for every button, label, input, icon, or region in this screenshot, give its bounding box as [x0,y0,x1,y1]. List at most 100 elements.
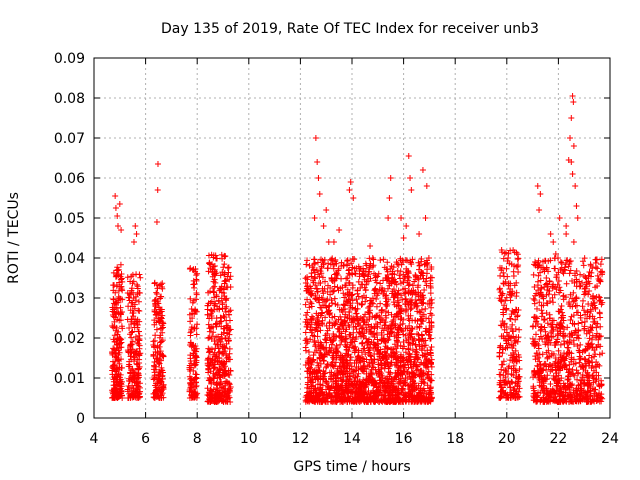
data-point [210,285,217,292]
data-point [114,365,121,372]
data-point [211,289,218,296]
data-point [350,256,357,263]
data-point [211,294,218,301]
data-point [418,318,425,325]
data-point [373,342,380,349]
data-point [393,393,400,400]
data-point [374,392,381,399]
data-point [324,288,331,295]
y-tick-label: 0.04 [54,251,85,267]
data-point [508,334,515,341]
data-point [135,298,142,305]
data-point [374,323,381,330]
data-point [124,386,131,393]
data-point [191,384,198,391]
data-point [418,397,425,404]
x-tick-label: 18 [446,431,464,447]
data-point [304,381,311,388]
data-point [500,321,507,328]
data-point [152,332,159,339]
data-point [156,334,163,341]
data-point [396,272,403,279]
data-point [134,316,141,323]
data-point [313,373,320,380]
data-point [208,315,215,322]
y-tick-label: 0.09 [54,51,85,67]
data-point [400,331,407,338]
data-point [207,265,214,272]
data-point [309,332,316,339]
y-tick-label: 0.08 [54,91,85,107]
data-point [152,387,159,394]
data-point [117,311,124,318]
data-point [187,358,194,365]
data-point [516,373,523,380]
data-point [302,329,309,336]
data-point [416,262,423,269]
data-point [510,386,517,393]
data-point [207,299,214,306]
data-point [365,271,372,278]
data-point [209,333,216,340]
data-point [511,282,518,289]
data-point [504,394,511,401]
data-point [314,375,321,382]
data-point [212,390,219,397]
data-point [218,289,225,296]
data-point [496,295,503,302]
data-point [188,364,195,371]
data-point [312,370,319,377]
data-point [304,309,311,316]
data-point [355,317,362,324]
data-point [368,297,375,304]
data-point [312,341,319,348]
data-point [128,316,135,323]
data-point [302,318,309,325]
data-point [367,262,374,269]
data-point [366,268,373,275]
data-point [386,280,393,287]
y-tick-label: 0.01 [54,371,85,387]
data-point [402,374,409,381]
data-point [226,317,233,324]
data-point [514,256,521,263]
data-point [158,367,165,374]
data-point [312,343,319,350]
data-point [364,397,371,404]
data-point [386,390,393,397]
data-point [387,323,394,330]
data-point [394,389,401,396]
data-point [414,355,421,362]
data-point [208,307,215,314]
data-point [412,397,419,404]
data-point [393,259,400,266]
data-point [351,347,358,354]
data-point [336,306,343,313]
data-point [511,309,518,316]
data-point [112,350,119,357]
x-tick-label: 12 [291,431,309,447]
data-point [339,320,346,327]
data-point [310,279,317,286]
data-point [322,336,329,343]
data-point [420,311,427,318]
data-point [348,260,355,267]
data-point [308,291,315,298]
data-point [356,270,363,277]
data-point [209,273,216,280]
data-point [361,389,368,396]
data-point [425,368,432,375]
data-point [205,289,212,296]
data-point [400,279,407,286]
data-point [511,249,518,256]
data-point [191,361,198,368]
data-point [135,328,142,335]
data-point [315,362,322,369]
data-point [355,396,362,403]
data-point [154,349,161,356]
data-point [194,321,201,328]
data-point [349,264,356,271]
data-point [214,359,221,366]
data-point [321,353,328,360]
data-point [339,378,346,385]
